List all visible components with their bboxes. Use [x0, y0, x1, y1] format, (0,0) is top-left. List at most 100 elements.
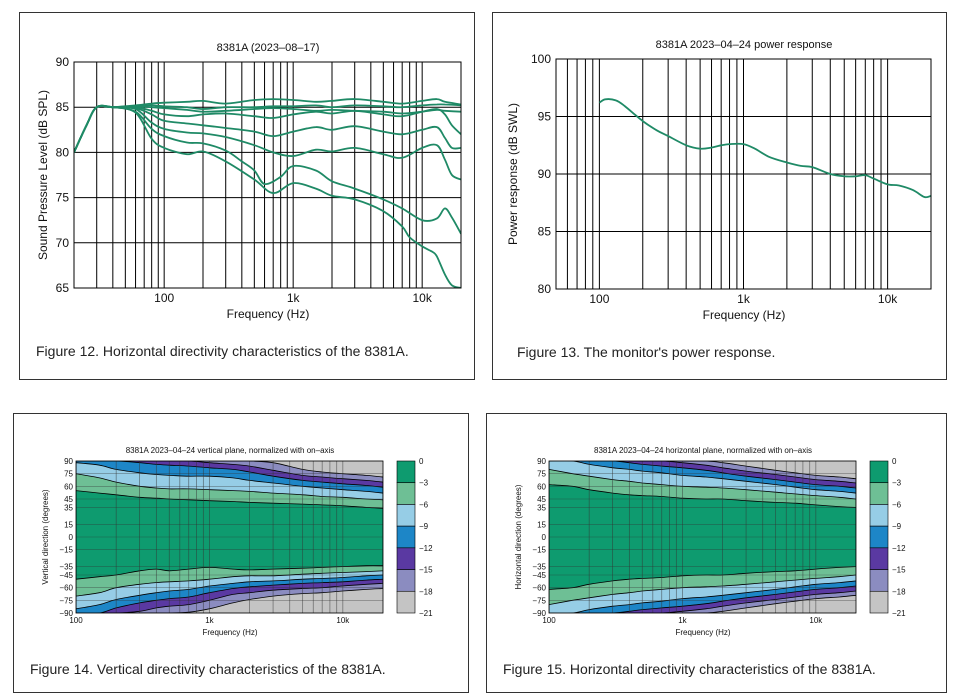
- y-tick-label: 60: [537, 482, 546, 491]
- plot-frame: [548, 460, 857, 614]
- colorbar-swatch: [869, 569, 889, 592]
- y-tick-label: 90: [64, 457, 73, 466]
- x-tick-label: 1k: [737, 292, 751, 306]
- colorbar: 0 −3 −6 −9 −12 −15 −18 −21: [869, 457, 906, 618]
- series-line-3: [74, 105, 461, 153]
- figure-14-panel: 8381A 2023–04–24 vertical plane, normali…: [13, 413, 469, 693]
- x-tick-label: 100: [154, 291, 174, 305]
- y-tick-label: −90: [59, 609, 73, 618]
- y-tick-label: 75: [64, 470, 73, 479]
- y-tick-label: 95: [538, 110, 552, 124]
- colorbar-tick-label: −6: [892, 500, 902, 509]
- y-tick-label: 45: [537, 495, 546, 504]
- chart-title: 8381A 2023–04–24 horizontal plane, norma…: [594, 446, 812, 455]
- y-tick-label: 60: [64, 482, 73, 491]
- colorbar-tick-label: −3: [419, 479, 429, 488]
- figure-15-chart: 8381A 2023–04–24 horizontal plane, norma…: [514, 446, 906, 637]
- colorbar-swatch: [396, 482, 416, 505]
- y-tick-label: 15: [64, 520, 73, 529]
- figure-12-panel: 8381A (2023–08–17) 65 70 75 80 85 90 100 1k 10k …: [19, 12, 475, 380]
- figure-12-caption: Figure 12. Horizontal directivity charac…: [36, 343, 409, 359]
- plot-frame: [555, 58, 932, 290]
- grid: [556, 58, 931, 290]
- figure-14-caption: Figure 14. Vertical directivity characte…: [30, 661, 386, 677]
- y-tick-label: 15: [537, 520, 546, 529]
- y-tick-label: −15: [59, 546, 73, 555]
- grid: [549, 460, 856, 614]
- series-line-6: [74, 104, 461, 181]
- colorbar-tick-label: −12: [419, 544, 433, 553]
- y-axis-label: Power response (dB SWL): [506, 103, 520, 245]
- x-tick-label: 10k: [412, 291, 432, 305]
- chart-title: 8381A (2023–08–17): [217, 42, 320, 54]
- x-tick-label: 100: [589, 292, 609, 306]
- series-line-8: [74, 104, 461, 288]
- y-tick-label: 90: [56, 55, 70, 69]
- x-tick-label: 10k: [878, 292, 898, 306]
- y-tick-label: 80: [538, 282, 552, 296]
- colorbar-tick-label: −9: [892, 522, 902, 531]
- colorbar-tick-label: −15: [419, 566, 433, 575]
- x-tick-label: 100: [69, 616, 83, 625]
- colorbar-swatch: [396, 569, 416, 592]
- plot-frame: [73, 61, 462, 289]
- figure-15-panel: 8381A 2023–04–24 horizontal plane, norma…: [486, 413, 947, 693]
- colorbar-swatch: [869, 460, 889, 484]
- y-tick-label: −45: [532, 571, 546, 580]
- y-tick-label: 70: [56, 236, 70, 250]
- y-tick-label: −35: [59, 563, 73, 572]
- y-axis-label: Horizontal direction (degrees): [514, 484, 523, 589]
- colorbar-swatch: [869, 504, 889, 527]
- x-axis-label: Frequency (Hz): [202, 628, 257, 637]
- y-tick-label: 0: [69, 533, 74, 542]
- y-tick-label: −60: [532, 584, 546, 593]
- tick-labels: 65 70 75 80 85 90 100 1k 10k: [56, 55, 433, 305]
- figure-13-caption: Figure 13. The monitor's power response.: [517, 344, 776, 360]
- x-tick-label: 1k: [287, 291, 301, 305]
- y-tick-label: −35: [532, 563, 546, 572]
- colorbar-tick-label: −6: [419, 500, 429, 509]
- y-tick-label: 0: [542, 533, 547, 542]
- colorbar-swatch: [869, 482, 889, 505]
- x-tick-label: 1k: [205, 616, 214, 625]
- colorbar-swatch: [869, 547, 889, 570]
- y-tick-label: −45: [59, 571, 73, 580]
- colorbar-swatch: [396, 525, 416, 549]
- colorbar: 0 −3 −6 −9 −12 −15 −18 −21: [396, 457, 433, 618]
- figure-13-chart: 8381A 2023–04–24 power response 80 85 90 95…: [506, 39, 932, 322]
- colorbar-tick-label: −21: [419, 609, 433, 618]
- y-tick-label: −90: [532, 609, 546, 618]
- plot-frame: [75, 460, 384, 614]
- y-tick-label: 65: [56, 281, 70, 295]
- colorbar-swatch: [396, 547, 416, 570]
- y-tick-label: −75: [532, 596, 546, 605]
- y-tick-label: −60: [59, 584, 73, 593]
- figure-14-chart: 8381A 2023–04–24 vertical plane, normali…: [41, 446, 433, 637]
- y-tick-label: 90: [537, 457, 546, 466]
- colorbar-tick-label: −9: [419, 522, 429, 531]
- colorbar-tick-label: −21: [892, 609, 906, 618]
- y-tick-label: 75: [56, 191, 70, 205]
- colorbar-swatch: [869, 525, 889, 549]
- y-tick-label: 35: [537, 503, 546, 512]
- colorbar-swatch: [396, 590, 416, 614]
- x-tick-label: 100: [542, 616, 556, 625]
- series-line-1: [74, 103, 461, 153]
- colorbar-tick-label: −18: [419, 587, 433, 596]
- y-tick-label: 75: [537, 470, 546, 479]
- y-tick-label: 80: [56, 145, 70, 159]
- colorbar-tick-label: −12: [892, 544, 906, 553]
- x-tick-label: 10k: [809, 616, 823, 625]
- data-lines: [74, 98, 461, 288]
- x-tick-label: 10k: [336, 616, 350, 625]
- y-tick-label: 85: [56, 100, 70, 114]
- colorbar-swatch: [869, 590, 889, 614]
- tick-labels: 80 85 90 95 100 100 1k 10k: [531, 52, 898, 306]
- y-tick-label: 45: [64, 495, 73, 504]
- y-tick-label: 90: [538, 167, 552, 181]
- series-line-7: [74, 104, 461, 235]
- series-line-1: [598, 98, 931, 199]
- x-tick-label: 1k: [678, 616, 687, 625]
